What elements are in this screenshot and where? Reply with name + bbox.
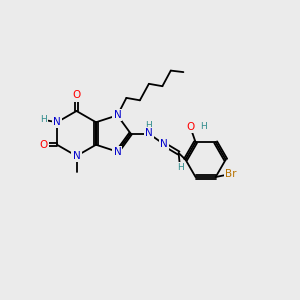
Text: O: O: [72, 90, 81, 100]
Text: N: N: [113, 147, 121, 157]
Text: O: O: [186, 122, 194, 132]
Text: N: N: [53, 117, 61, 127]
Text: N: N: [145, 128, 152, 139]
Text: N: N: [73, 151, 80, 161]
Text: O: O: [39, 140, 48, 150]
Text: N: N: [113, 110, 121, 120]
Text: Br: Br: [225, 169, 236, 179]
Text: N: N: [160, 139, 167, 149]
Text: H: H: [145, 122, 152, 130]
Text: H: H: [177, 164, 184, 172]
Text: H: H: [40, 115, 47, 124]
Text: H: H: [200, 122, 206, 131]
